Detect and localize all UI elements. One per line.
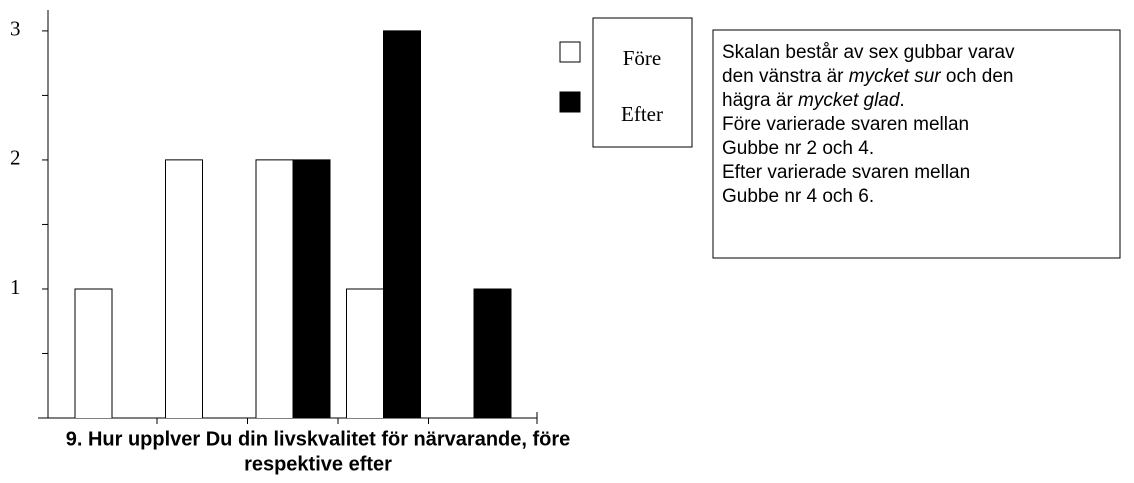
note-segment: . xyxy=(899,90,904,111)
note-segment: Före varierade svaren mellan xyxy=(722,114,969,135)
note-segment: Efter varierade svaren mellan xyxy=(722,162,970,183)
note-segment: Skalan består av sex gubbar varav xyxy=(722,42,1015,63)
chart-title: respektive efter xyxy=(244,453,392,475)
note-line: Efter varierade svaren mellan xyxy=(722,162,970,183)
note-line: den vänstra är mycket sur och den xyxy=(722,66,1014,87)
bar xyxy=(74,288,113,418)
bar xyxy=(292,159,331,418)
note-line: Gubbe nr 4 och 6. xyxy=(722,186,874,207)
note-segment: hägra är xyxy=(722,90,798,111)
note-box xyxy=(712,29,1121,259)
y-tick-label: 3 xyxy=(10,17,21,41)
note-line: Gubbe nr 2 och 4. xyxy=(722,138,874,159)
bar xyxy=(473,288,512,418)
note-line: Skalan består av sex gubbar varav xyxy=(722,42,1015,63)
legend-label: Före xyxy=(623,46,662,70)
legend-swatch xyxy=(559,91,581,113)
note-segment: och den xyxy=(941,66,1014,87)
note-segment: Gubbe nr 4 och 6. xyxy=(722,186,874,207)
bar xyxy=(165,159,203,418)
note-line: hägra är mycket glad. xyxy=(722,90,905,111)
note-line: Före varierade svaren mellan xyxy=(722,114,969,135)
chart-title: 9. Hur upplver Du din livskvalitet för n… xyxy=(66,428,571,450)
note-segment: Gubbe nr 2 och 4. xyxy=(722,138,874,159)
legend-swatch xyxy=(559,41,581,63)
note-segment: mycket glad xyxy=(798,90,901,111)
legend-label: Efter xyxy=(621,102,663,126)
y-tick-label: 2 xyxy=(10,146,21,170)
bar xyxy=(383,30,421,418)
note-segment: den vänstra är xyxy=(722,66,849,87)
y-tick-label: 1 xyxy=(10,275,21,299)
bar xyxy=(346,288,384,418)
note-segment: mycket sur xyxy=(849,66,942,87)
legend-box xyxy=(592,17,693,148)
bar xyxy=(255,159,294,418)
